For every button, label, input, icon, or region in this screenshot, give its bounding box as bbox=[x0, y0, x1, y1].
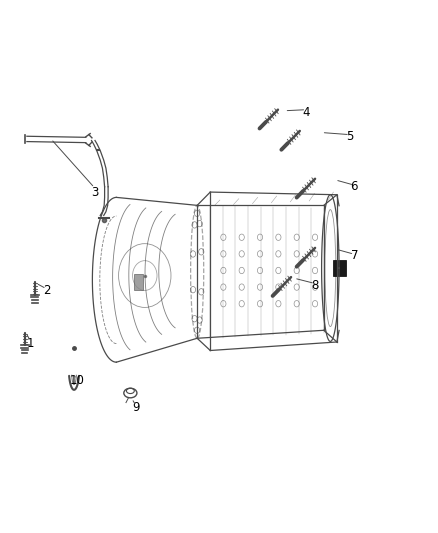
Bar bbox=[134, 274, 144, 290]
Bar bbox=[332, 260, 346, 276]
Text: 10: 10 bbox=[70, 374, 85, 387]
Text: 4: 4 bbox=[303, 106, 310, 119]
Text: 5: 5 bbox=[346, 130, 353, 143]
Text: 6: 6 bbox=[350, 180, 358, 193]
Text: 3: 3 bbox=[91, 185, 98, 199]
Text: 2: 2 bbox=[43, 284, 50, 297]
Text: 1: 1 bbox=[27, 337, 34, 350]
Text: 7: 7 bbox=[350, 249, 358, 262]
Text: 9: 9 bbox=[132, 401, 140, 414]
Text: 8: 8 bbox=[311, 279, 319, 292]
